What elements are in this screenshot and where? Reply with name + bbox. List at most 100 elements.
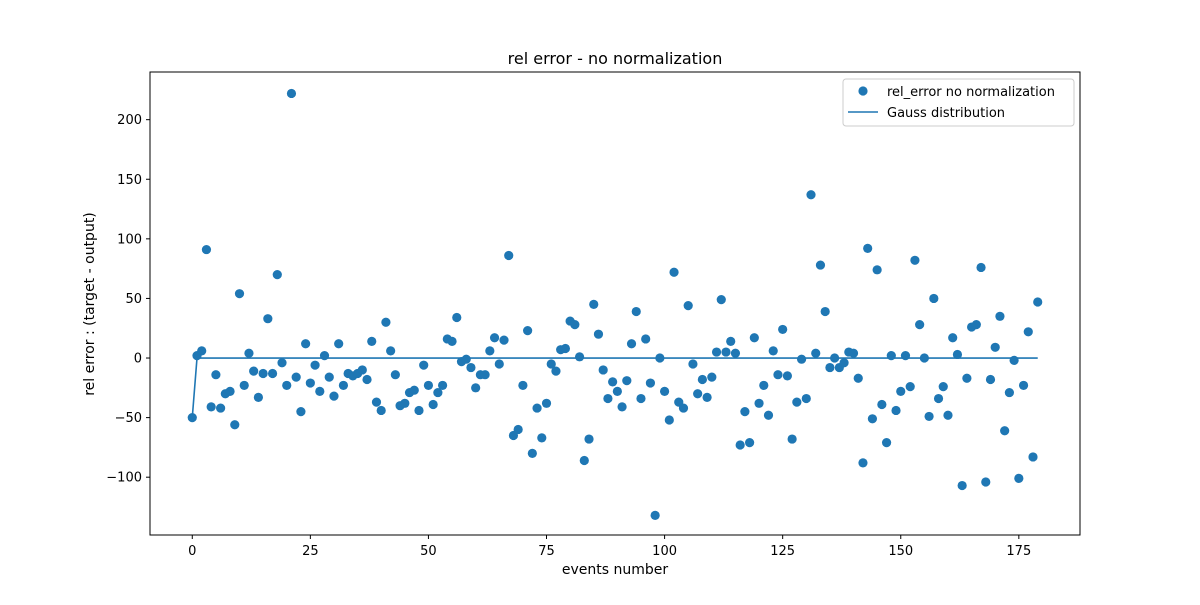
y-tick-label: 150	[117, 173, 142, 188]
x-tick-label: 50	[420, 544, 437, 559]
scatter-point	[376, 405, 386, 416]
y-tick-label: −50	[115, 411, 142, 426]
scatter-point	[971, 320, 981, 330]
scatter-point	[981, 477, 991, 487]
scatter-point	[225, 386, 235, 396]
scatter-point	[513, 424, 523, 435]
scatter-point	[1000, 426, 1010, 436]
scatter-point	[645, 378, 656, 388]
scatter-point	[716, 295, 726, 305]
x-tick-label: 125	[770, 544, 795, 559]
scatter-point	[452, 312, 462, 323]
scatter-point	[419, 360, 429, 370]
scatter-point	[806, 190, 816, 200]
scatter-point	[371, 397, 382, 407]
scatter-point	[239, 380, 249, 391]
scatter-point	[740, 407, 750, 417]
scatter-point	[381, 317, 391, 327]
scatter-point	[778, 324, 788, 335]
axes-frame	[149, 71, 1081, 536]
scatter-point	[301, 339, 311, 349]
scatter-point	[211, 370, 221, 380]
scatter-point	[858, 458, 868, 468]
scatter-point	[891, 405, 901, 416]
scatter-point	[201, 244, 212, 255]
scatter-point	[537, 433, 547, 443]
scatter-point	[338, 380, 349, 391]
scatter-point	[230, 420, 240, 430]
scatter-point	[206, 402, 216, 412]
scatter-point	[659, 386, 670, 396]
scatter-point	[787, 434, 797, 444]
scatter-point	[447, 336, 457, 346]
scatter-point	[655, 353, 665, 363]
scatter-point	[815, 260, 826, 270]
scatter-point	[683, 300, 693, 311]
y-axis-label: rel error : (target - output)	[82, 212, 98, 396]
scatter-point	[933, 393, 944, 404]
scatter-point	[329, 391, 339, 401]
scatter-point	[622, 376, 632, 386]
scatter-point	[830, 353, 840, 363]
scatter-point	[485, 346, 495, 356]
scatter-point	[234, 289, 245, 299]
scatter-point	[367, 336, 377, 346]
scatter-point	[593, 329, 604, 339]
chart-title: rel error - no normalization	[508, 49, 723, 68]
scatter-point	[187, 413, 197, 423]
scatter-point	[768, 346, 778, 356]
scatter-point	[976, 262, 986, 273]
scatter-point	[919, 353, 929, 363]
scatter-point	[249, 366, 259, 376]
scatter-point	[305, 378, 315, 388]
scatter-point	[730, 348, 741, 358]
scatter-point	[579, 455, 589, 466]
scatter-point	[773, 370, 783, 380]
scatter-point	[324, 372, 334, 382]
scatter-point	[480, 370, 490, 380]
scatter-point	[796, 354, 807, 364]
scatter-point	[1023, 327, 1033, 337]
scatter-point	[386, 346, 396, 356]
scatter-point	[853, 373, 863, 383]
scatter-point	[310, 360, 320, 370]
scatter-point	[612, 386, 622, 396]
scatter-point	[735, 440, 745, 450]
scatter-point	[494, 359, 504, 369]
scatter-point	[990, 342, 1000, 352]
scatter-point	[471, 383, 481, 393]
scatter-point	[1018, 380, 1029, 391]
scatter-point	[584, 434, 594, 444]
scatter-point	[541, 398, 552, 408]
scatter-point	[711, 347, 722, 357]
scatter-point	[877, 399, 887, 410]
scatter-point	[759, 380, 769, 391]
scatter-point	[197, 346, 207, 356]
scatter-point	[560, 343, 571, 354]
scatter-point	[617, 402, 627, 412]
y-tick-label: −100	[106, 471, 142, 486]
plot-area	[187, 88, 1043, 520]
scatter-point	[848, 348, 859, 358]
scatter-point	[409, 385, 419, 395]
scatter-point	[390, 370, 400, 380]
scatter-point	[693, 389, 703, 399]
scatter-point	[962, 373, 972, 383]
scatter-point	[801, 393, 811, 404]
scatter-point	[523, 326, 533, 336]
scatter-point	[811, 348, 821, 358]
scatter-point	[466, 362, 476, 373]
scatter-point	[697, 374, 707, 385]
scatter-point	[608, 377, 618, 387]
scatter-point	[574, 352, 585, 362]
scatter-point	[896, 386, 906, 396]
scatter-point	[286, 88, 297, 99]
scatter-point	[598, 365, 608, 375]
legend-label-line: Gauss distribution	[887, 106, 1005, 121]
scatter-point	[267, 368, 278, 379]
scatter-point	[867, 414, 878, 424]
scatter-point	[1004, 387, 1014, 398]
scatter-point	[282, 380, 292, 391]
legend-label-scatter: rel_error no normalization	[887, 85, 1055, 100]
scatter-point	[825, 362, 835, 373]
